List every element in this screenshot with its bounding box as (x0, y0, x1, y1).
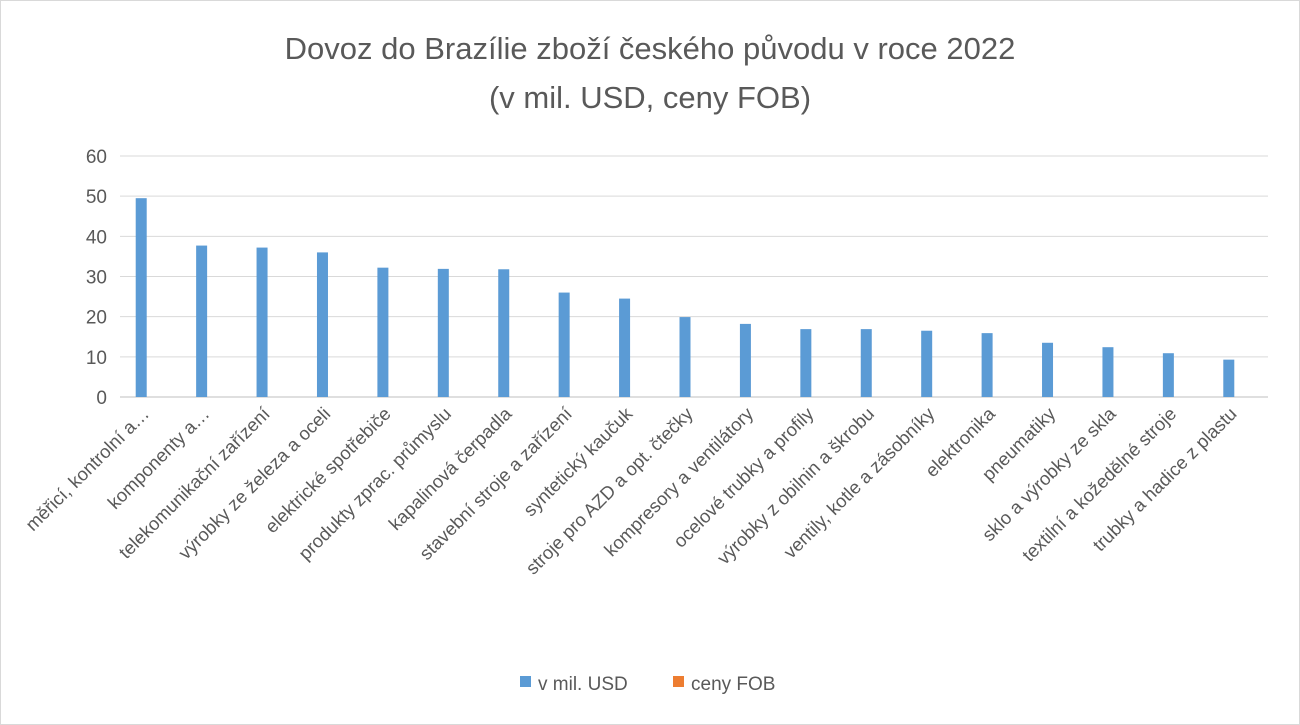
bars (135, 198, 1235, 397)
legend-swatch-usd (520, 676, 531, 687)
bar (135, 198, 147, 397)
bar (316, 252, 328, 397)
bar (860, 329, 872, 397)
y-tick-label: 50 (86, 187, 107, 208)
x-tick-label: syntetický kaučuk (519, 402, 637, 520)
y-tick-label: 10 (86, 348, 107, 369)
legend-label-usd: v mil. USD (538, 674, 628, 695)
x-axis: měřicí, kontrolní a…komponenty a…telekom… (21, 402, 1240, 578)
bar (1223, 359, 1235, 397)
legend-label-fob: ceny FOB (691, 674, 775, 695)
y-tick-label: 20 (86, 308, 107, 329)
legend: v mil. USD ceny FOB (520, 674, 775, 695)
bar (619, 298, 631, 397)
y-tick-label: 40 (86, 227, 107, 248)
bar (558, 292, 570, 397)
y-tick-label: 60 (86, 147, 107, 168)
bar (437, 268, 449, 397)
bar (256, 247, 268, 397)
bar (196, 245, 208, 397)
bar (800, 329, 812, 397)
bar (981, 333, 993, 397)
legend-swatch-fob (673, 676, 684, 687)
bar (921, 330, 933, 397)
chart-title: Dovoz do Brazílie zboží českého původu v… (285, 31, 1016, 66)
bar (739, 323, 751, 397)
bar (1042, 342, 1054, 397)
y-axis: 0 10 20 30 40 50 60 (86, 147, 107, 409)
bar (1102, 347, 1114, 397)
x-tick-label: komponenty a… (103, 403, 213, 513)
y-tick-label: 30 (86, 268, 107, 289)
bar (377, 267, 389, 397)
gridlines (120, 155, 1268, 398)
bar (498, 269, 510, 397)
chart-subtitle: (v mil. USD, ceny FOB) (489, 80, 811, 115)
y-tick-label: 0 (96, 388, 107, 409)
bar (1162, 353, 1174, 397)
bar (679, 317, 691, 397)
